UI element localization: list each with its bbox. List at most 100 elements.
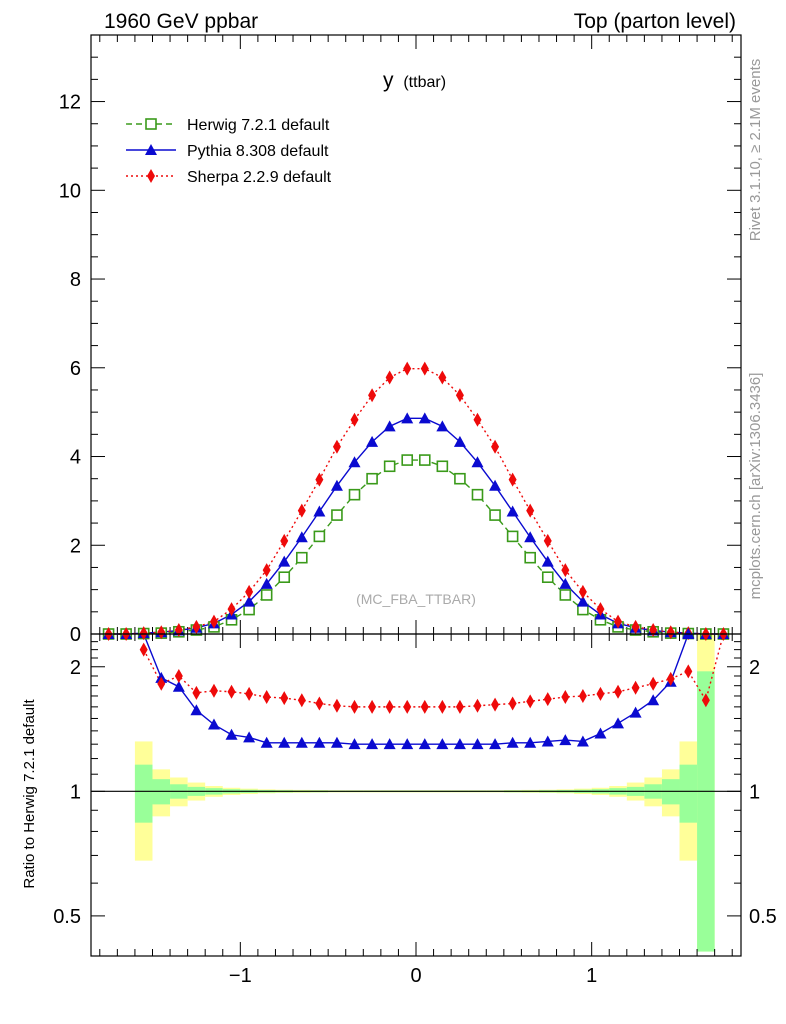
ratio-point-1 (139, 642, 148, 657)
ratio-point-0 (278, 736, 291, 748)
data-point-0 (331, 509, 343, 521)
ratio-point-1 (473, 698, 482, 713)
ratio-point-1 (332, 698, 341, 713)
ratio-point-0 (629, 706, 642, 718)
y-tick-label: 0 (70, 624, 81, 646)
data-point-2 (368, 388, 377, 403)
data-point-0 (541, 571, 554, 584)
y-tick-label: 4 (70, 447, 81, 469)
ratio-point-1 (508, 696, 517, 711)
ratio-point-0 (366, 738, 379, 750)
data-point-1 (278, 555, 291, 567)
ratio-point-0 (559, 734, 572, 746)
analysis-label: (MC_FBA_TTBAR) (356, 591, 476, 607)
data-point-0 (506, 530, 519, 543)
ratio-point-1 (561, 690, 570, 705)
ratio-point-0 (260, 736, 273, 748)
ratio-y-tick-label: 1 (70, 781, 81, 803)
ratio-point-0 (471, 738, 484, 750)
ratio-point-0 (330, 736, 343, 748)
data-point-2 (473, 412, 482, 427)
data-point-0 (559, 589, 572, 601)
ratio-line-0 (143, 633, 689, 745)
ratio-frame (90, 633, 742, 957)
ratio-point-1 (209, 683, 218, 698)
data-point-0 (296, 551, 308, 564)
ratio-point-0 (190, 704, 203, 716)
ratio-point-1 (526, 694, 535, 709)
data-point-2 (245, 584, 254, 599)
data-point-1 (506, 505, 519, 517)
ratio-point-0 (401, 738, 414, 750)
ratio-point-1 (649, 676, 658, 691)
ratio-point-0 (612, 717, 625, 729)
header-left: 1960 GeV ppbar (104, 10, 258, 33)
ratio-point-0 (506, 736, 519, 748)
data-point-1 (559, 577, 572, 589)
series-line-0 (108, 459, 724, 635)
plot-title-sub: (ttbar) (403, 74, 446, 91)
rivet-version-label: Rivet 3.1.10, ≥ 2.1M events (747, 59, 764, 242)
ratio-point-0 (207, 718, 220, 730)
ratio-point-1 (455, 699, 464, 714)
legend: Herwig 7.2.1 default Pythia 8.308 default… (126, 117, 332, 186)
ratio-point-1 (280, 691, 289, 706)
ratio-point-1 (192, 685, 201, 700)
data-point-2 (227, 602, 236, 617)
data-point-2 (403, 361, 412, 376)
y-tick-label: 10 (59, 180, 81, 202)
ratio-point-1 (403, 699, 412, 714)
legend-label-1: Pythia 8.308 default (187, 143, 329, 160)
data-point-2 (543, 533, 552, 548)
data-point-1 (260, 577, 273, 589)
ratio-band-stat (134, 764, 153, 823)
y-tick-label: 12 (59, 92, 81, 114)
data-point-2 (614, 614, 623, 629)
ratio-y-tick-label-right: 2 (749, 657, 760, 679)
y-tick-label: 8 (70, 269, 81, 291)
data-point-2 (455, 388, 464, 403)
ratio-point-1 (491, 697, 500, 712)
ratio-y-tick-label-right: 1 (749, 781, 760, 803)
ratio-band-stat (679, 764, 698, 823)
data-point-2 (596, 602, 605, 617)
ratio-point-0 (436, 738, 449, 750)
ratio-point-1 (614, 684, 623, 699)
data-point-1 (295, 531, 308, 543)
ratio-point-1 (578, 688, 587, 703)
data-point-0 (418, 454, 431, 466)
ratio-point-0 (576, 735, 589, 747)
plot-title-main: y (383, 69, 394, 92)
ratio-point-1 (420, 699, 429, 714)
ratio-point-0 (383, 738, 396, 750)
data-point-1 (313, 505, 326, 517)
ratio-point-1 (596, 686, 605, 701)
y-tick-label: 2 (70, 535, 81, 557)
ratio-point-1 (666, 671, 675, 686)
legend-marker-2 (147, 169, 155, 183)
data-point-1 (453, 435, 466, 447)
ratio-point-1 (157, 676, 166, 691)
legend-marker-1 (145, 144, 157, 155)
ratio-point-0 (243, 731, 256, 743)
data-point-2 (526, 503, 535, 518)
data-point-2 (561, 563, 570, 578)
x-tick-label: −1 (229, 965, 252, 987)
ratio-point-1 (227, 684, 236, 699)
x-tick-label: 0 (410, 965, 421, 987)
data-point-1 (418, 412, 431, 424)
data-point-2 (209, 614, 218, 629)
data-point-2 (385, 370, 394, 385)
ratio-point-1 (701, 693, 710, 708)
ratio-point-1 (350, 699, 359, 714)
x-tick-label: 1 (586, 965, 597, 987)
data-point-0 (471, 488, 484, 501)
data-point-2 (280, 533, 289, 548)
data-point-2 (508, 472, 517, 487)
data-point-0 (278, 571, 291, 584)
ratio-point-0 (647, 694, 660, 706)
ratio-point-1 (297, 693, 306, 708)
ratio-point-1 (684, 664, 693, 679)
data-point-2 (420, 361, 429, 376)
